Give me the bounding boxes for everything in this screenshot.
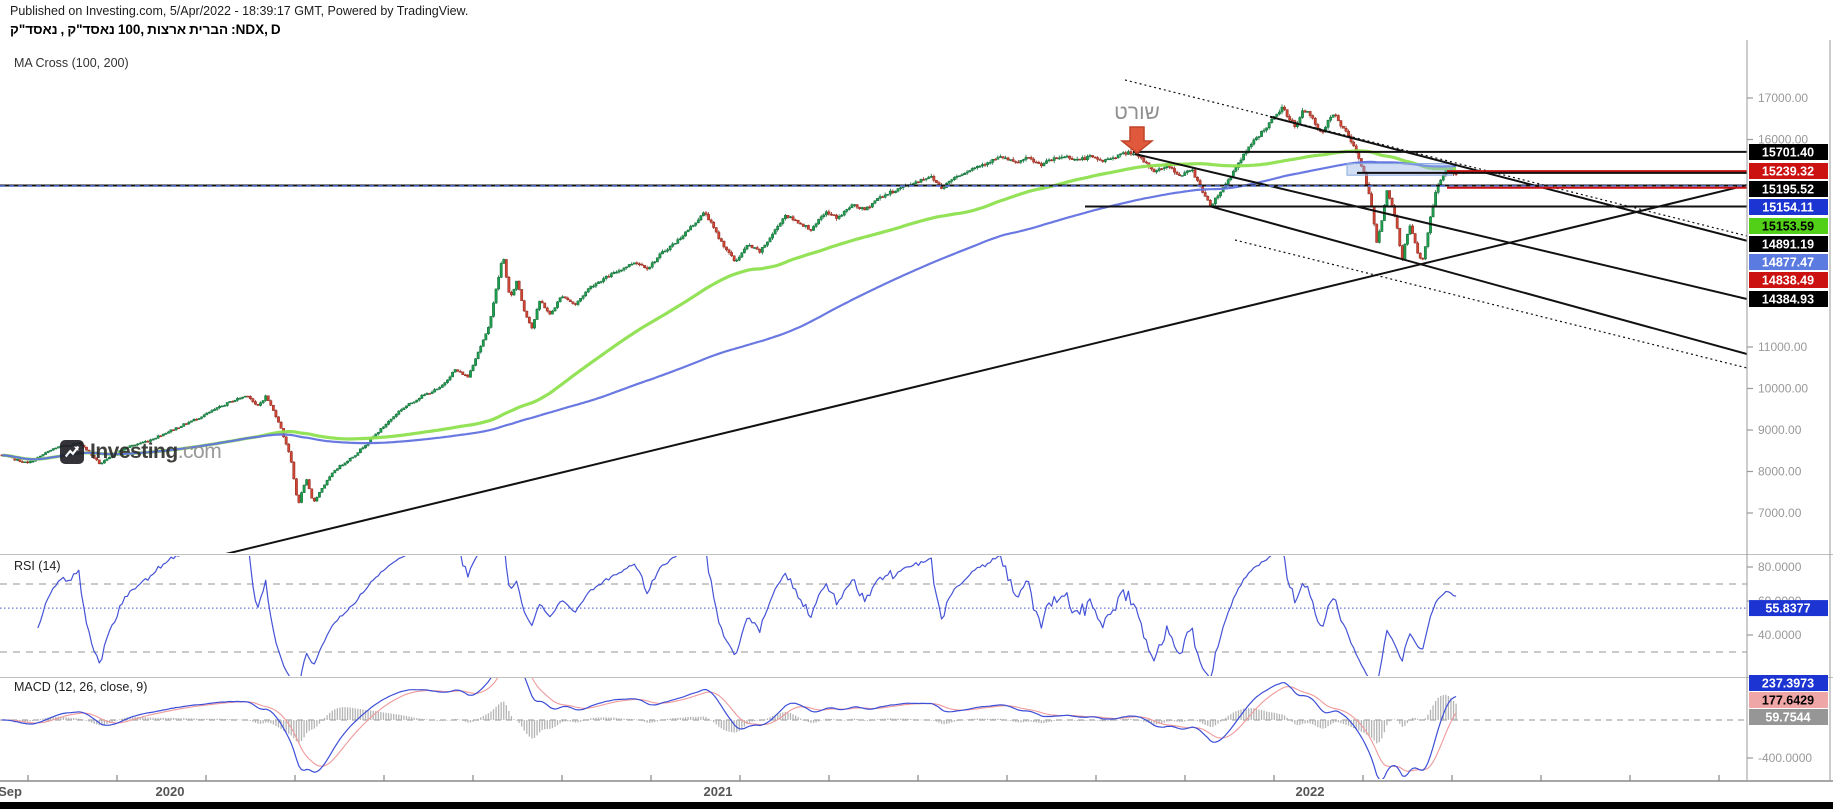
macd-panel: [0, 678, 1747, 779]
main-panel: [0, 79, 1747, 556]
watermark-brand: Investing: [90, 440, 178, 463]
price-value-label: 14384.93: [1762, 293, 1814, 307]
time-label-2022[interactable]: 2022: [1296, 784, 1325, 799]
title-token: הברית: [189, 22, 229, 37]
macd-pane-legend[interactable]: MACD (12, 26, close, 9): [14, 680, 148, 694]
trendline-6[interactable]: [1234, 239, 1747, 369]
macd-value-label-bg: [1749, 692, 1828, 708]
price-value-label-bg: [1749, 199, 1828, 215]
short-annotation-text[interactable]: שורט: [1114, 101, 1160, 124]
time-label-2020[interactable]: 2020: [156, 784, 185, 799]
price-value-label-bg: [1749, 254, 1828, 270]
watermark-text: Investing.com: [90, 440, 222, 464]
price-value-label-bg: [1749, 163, 1828, 179]
title-token: ארצות: [147, 22, 187, 37]
macd-line: [2, 678, 1457, 779]
supply-zone-box[interactable]: [1346, 163, 1453, 176]
ma100-line[interactable]: [1, 149, 1457, 461]
title-token: נאסד"ק: [10, 22, 58, 37]
rsi-tick-label: 40.0000: [1758, 628, 1802, 642]
price-value-label: 15154.11: [1762, 201, 1813, 215]
ma-cross-legend[interactable]: MA Cross (100, 200): [14, 56, 129, 70]
rsi-pane-legend[interactable]: RSI (14): [14, 559, 61, 573]
bottom-black-bar: [0, 802, 1833, 809]
macd-value-label-bg: [1749, 709, 1828, 725]
investing-watermark: Investing.com: [60, 440, 222, 464]
title-token: נאסד"ק: [67, 22, 115, 37]
price-value-label-bg: [1749, 218, 1828, 234]
price-tick-label: 9000.00: [1758, 423, 1802, 437]
rsi-value-label-bg: [1749, 600, 1828, 617]
time-label-2021[interactable]: 2021: [704, 784, 733, 799]
price-value-label: 14838.49: [1762, 274, 1814, 288]
price-value-label: 14891.19: [1762, 238, 1814, 252]
rsi-panel: [0, 556, 1747, 676]
price-tick-label: 8000.00: [1758, 465, 1802, 479]
price-value-label: 15153.59: [1762, 220, 1814, 234]
macd-value-label-bg: [1749, 675, 1828, 691]
price-tick-label: 16000.00: [1758, 133, 1808, 147]
price-tick-label: 7000.00: [1758, 506, 1802, 520]
page-title: נאסד"ק, נאסד"ק 100, ארצות הברית:NDX, D: [10, 22, 281, 37]
rsi-value-label: 55.8377: [1765, 602, 1810, 616]
trendline-4[interactable]: [215, 184, 1747, 556]
title-token: D: [270, 22, 281, 37]
trendline-1[interactable]: [1134, 153, 1747, 300]
price-value-label-bg: [1749, 291, 1828, 307]
title-token: :NDX,: [231, 22, 268, 37]
price-tick-label: 10000.00: [1758, 382, 1808, 396]
price-value-label-bg: [1749, 236, 1828, 252]
rsi-tick-label: 80.0000: [1758, 560, 1802, 574]
ma200-line[interactable]: [1, 160, 1457, 461]
price-value-label-bg: [1749, 181, 1828, 197]
price-value-label: 15239.32: [1762, 165, 1814, 179]
trendline-3[interactable]: [1209, 205, 1747, 356]
published-line: Published on Investing.com, 5/Apr/2022 -…: [10, 4, 469, 18]
trendline-2[interactable]: [1269, 115, 1747, 242]
price-value-label: 14877.47: [1762, 256, 1814, 270]
title-token: 100,: [117, 22, 145, 37]
candle-bodies-layer: [0, 106, 1458, 503]
price-value-label-bg: [1749, 272, 1828, 288]
price-value-label: 15701.40: [1762, 146, 1814, 160]
price-value-label-bg: [1749, 144, 1828, 160]
watermark-suffix: .com: [177, 440, 222, 463]
price-tick-label: 11000.00: [1758, 340, 1807, 354]
title-token: ,: [60, 22, 65, 37]
price-tick-label: 17000.00: [1758, 91, 1808, 105]
short-arrow-icon[interactable]: [1119, 126, 1155, 154]
macd-value-label: 177.6429: [1762, 694, 1814, 708]
time-label-Sep[interactable]: Sep: [0, 784, 22, 799]
rsi-line: [37, 556, 1457, 676]
trendline-5[interactable]: [1124, 79, 1747, 237]
macd-tick-label: -400.0000: [1758, 751, 1812, 765]
macd-value-label: 237.3973: [1762, 677, 1814, 691]
investing-logo-icon: [60, 440, 84, 464]
price-value-label: 15195.52: [1762, 183, 1814, 197]
macd-value-label: 59.7544: [1765, 711, 1810, 725]
